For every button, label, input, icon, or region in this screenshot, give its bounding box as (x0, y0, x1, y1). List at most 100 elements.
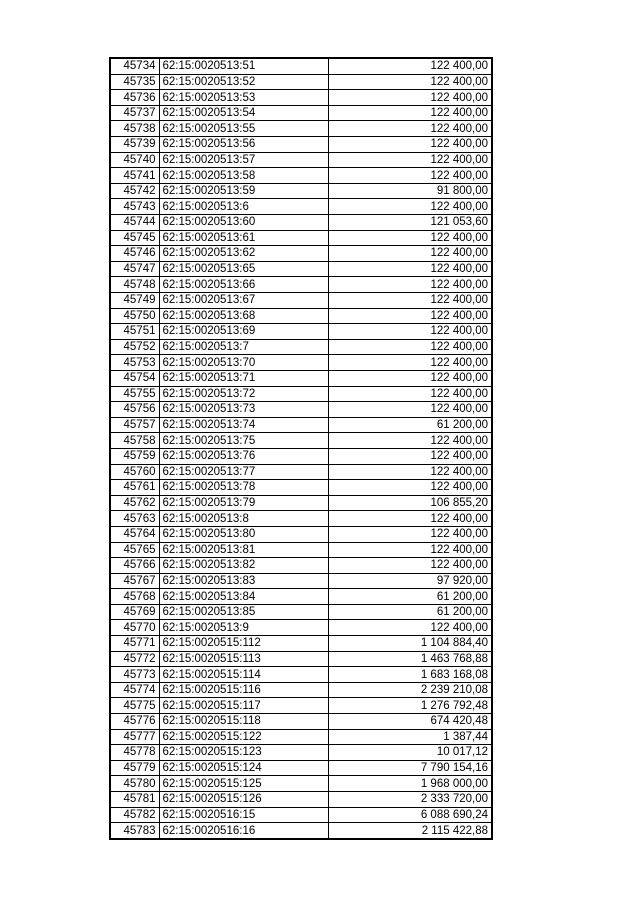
row-number-cell: 45753 (109, 354, 160, 371)
cadastral-number-cell: 62:15:0020515:114 (158, 666, 329, 683)
cadastral-number-cell: 62:15:0020513:65 (158, 260, 329, 278)
table-row: 45740 62:15:0020513:57 122 400,00 (109, 151, 493, 169)
cadastral-number-cell: 62:15:0020513:74 (158, 416, 329, 434)
table-row: 45777 62:15:0020515:122 1 387,44 (109, 728, 493, 746)
value-cell: 61 200,00 (327, 603, 493, 621)
cadastral-number-cell: 62:15:0020513:70 (158, 354, 329, 371)
row-number-cell: 45779 (109, 759, 160, 777)
row-number-cell: 45763 (109, 510, 160, 527)
cadastral-number-cell: 62:15:0020513:85 (158, 603, 329, 621)
value-cell: 1 387,44 (327, 728, 493, 746)
cadastral-number-cell: 62:15:0020515:123 (158, 744, 329, 761)
value-cell: 122 400,00 (327, 245, 493, 262)
value-cell: 122 400,00 (327, 276, 493, 293)
table-row: 45745 62:15:0020513:61 122 400,00 (109, 229, 493, 247)
cadastral-number-cell: 62:15:0020513:55 (158, 120, 329, 138)
value-cell: 1 276 792,48 (327, 697, 493, 715)
cadastral-number-cell: 62:15:0020513:82 (158, 557, 329, 574)
row-number-cell: 45746 (109, 245, 160, 262)
table-row: 45742 62:15:0020513:59 91 800,00 (109, 182, 493, 200)
table-row: 45781 62:15:0020515:126 2 333 720,00 (109, 791, 493, 808)
table-row: 45766 62:15:0020513:82 122 400,00 (109, 557, 493, 574)
row-number-cell: 45765 (109, 541, 160, 559)
table-row: 45764 62:15:0020513:80 122 400,00 (109, 525, 493, 543)
row-number-cell: 45767 (109, 572, 160, 590)
value-cell: 122 400,00 (327, 557, 493, 574)
value-cell: 122 400,00 (327, 167, 493, 184)
row-number-cell: 45769 (109, 603, 160, 621)
value-cell: 122 400,00 (327, 354, 493, 371)
cadastral-number-cell: 62:15:0020513:73 (158, 401, 329, 418)
table-row: 45770 62:15:0020513:9 122 400,00 (109, 619, 493, 637)
row-number-cell: 45736 (109, 89, 160, 106)
table-row: 45746 62:15:0020513:62 122 400,00 (109, 245, 493, 262)
table-row: 45773 62:15:0020515:114 1 683 168,08 (109, 666, 493, 683)
row-number-cell: 45772 (109, 650, 160, 668)
row-number-cell: 45739 (109, 136, 160, 153)
table-row: 45767 62:15:0020513:83 97 920,00 (109, 572, 493, 590)
value-cell: 122 400,00 (327, 104, 493, 122)
value-cell: 122 400,00 (327, 120, 493, 138)
table-row: 45778 62:15:0020515:123 10 017,12 (109, 744, 493, 761)
cadastral-number-cell: 62:15:0020513:54 (158, 104, 329, 122)
value-cell: 1 683 168,08 (327, 666, 493, 683)
row-number-cell: 45749 (109, 292, 160, 309)
value-cell: 122 400,00 (327, 401, 493, 418)
cadastral-number-cell: 62:15:0020513:7 (158, 338, 329, 356)
value-cell: 122 400,00 (327, 292, 493, 309)
row-number-cell: 45751 (109, 323, 160, 340)
table-row: 45738 62:15:0020513:55 122 400,00 (109, 120, 493, 138)
row-number-cell: 45737 (109, 104, 160, 122)
row-number-cell: 45742 (109, 182, 160, 200)
table-row: 45759 62:15:0020513:76 122 400,00 (109, 447, 493, 465)
cadastral-number-cell: 62:15:0020513:59 (158, 182, 329, 200)
value-cell: 122 400,00 (327, 57, 493, 75)
value-cell: 61 200,00 (327, 416, 493, 434)
cadastral-number-cell: 62:15:0020513:81 (158, 541, 329, 559)
cadastral-number-cell: 62:15:0020513:78 (158, 479, 329, 496)
cadastral-number-cell: 62:15:0020515:124 (158, 759, 329, 777)
value-cell: 122 400,00 (327, 510, 493, 527)
row-number-cell: 45762 (109, 494, 160, 512)
row-number-cell: 45743 (109, 198, 160, 216)
table-row: 45751 62:15:0020513:69 122 400,00 (109, 323, 493, 340)
table-row: 45783 62:15:0020516:16 2 115 422,88 (109, 822, 493, 840)
table-row: 45741 62:15:0020513:58 122 400,00 (109, 167, 493, 184)
table-row: 45761 62:15:0020513:78 122 400,00 (109, 479, 493, 496)
table-row: 45763 62:15:0020513:8 122 400,00 (109, 510, 493, 527)
row-number-cell: 45750 (109, 307, 160, 325)
table-row: 45749 62:15:0020513:67 122 400,00 (109, 292, 493, 309)
row-number-cell: 45760 (109, 463, 160, 481)
cadastral-number-cell: 62:15:0020515:113 (158, 650, 329, 668)
table-row: 45734 62:15:0020513:51 122 400,00 (109, 57, 493, 75)
table-row: 45755 62:15:0020513:72 122 400,00 (109, 385, 493, 403)
cadastral-number-cell: 62:15:0020513:8 (158, 510, 329, 527)
value-cell: 122 400,00 (327, 73, 493, 91)
table-row: 45739 62:15:0020513:56 122 400,00 (109, 136, 493, 153)
row-number-cell: 45782 (109, 806, 160, 824)
row-number-cell: 45745 (109, 229, 160, 247)
table-row: 45768 62:15:0020513:84 61 200,00 (109, 588, 493, 605)
cadastral-number-cell: 62:15:0020513:6 (158, 198, 329, 216)
value-cell: 1 463 768,88 (327, 650, 493, 668)
cadastral-number-cell: 62:15:0020513:66 (158, 276, 329, 293)
value-cell: 2 333 720,00 (327, 791, 493, 808)
cadastral-number-cell: 62:15:0020513:80 (158, 525, 329, 543)
row-number-cell: 45781 (109, 791, 160, 808)
cadastral-number-cell: 62:15:0020513:61 (158, 229, 329, 247)
value-cell: 122 400,00 (327, 432, 493, 449)
table-row: 45771 62:15:0020515:112 1 104 884,40 (109, 635, 493, 652)
table-row: 45775 62:15:0020515:117 1 276 792,48 (109, 697, 493, 715)
table-row: 45752 62:15:0020513:7 122 400,00 (109, 338, 493, 356)
cadastral-number-cell: 62:15:0020513:84 (158, 588, 329, 605)
table-row: 45772 62:15:0020515:113 1 463 768,88 (109, 650, 493, 668)
cadastral-number-cell: 62:15:0020515:117 (158, 697, 329, 715)
value-cell: 97 920,00 (327, 572, 493, 590)
value-cell: 122 400,00 (327, 385, 493, 403)
cadastral-number-cell: 62:15:0020513:52 (158, 73, 329, 91)
row-number-cell: 45766 (109, 557, 160, 574)
cadastral-number-cell: 62:15:0020513:76 (158, 447, 329, 465)
cadastral-number-cell: 62:15:0020513:51 (158, 57, 329, 75)
cadastral-number-cell: 62:15:0020513:79 (158, 494, 329, 512)
value-cell: 122 400,00 (327, 369, 493, 387)
